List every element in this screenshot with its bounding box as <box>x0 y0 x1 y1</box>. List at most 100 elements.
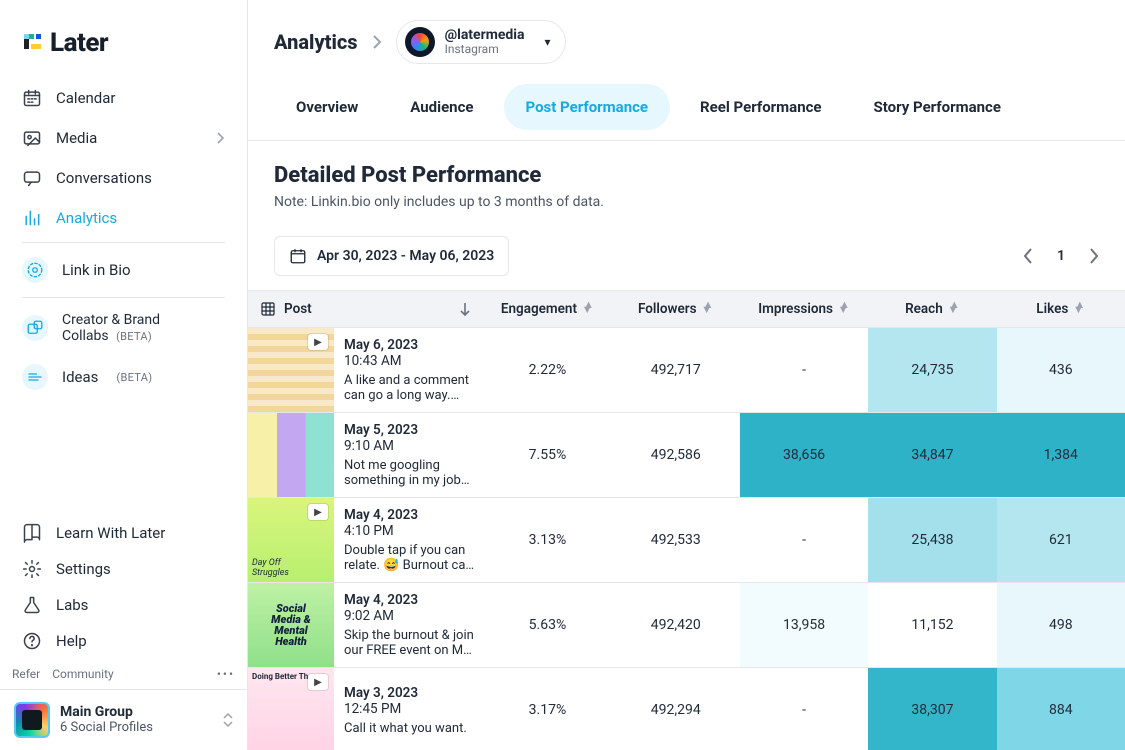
sidebar-item-label: Analytics <box>56 209 117 227</box>
primary-nav: Calendar Media Conversations Analytics L <box>0 72 247 400</box>
sort-icon: ▲▼ <box>580 302 594 313</box>
media-icon <box>22 128 42 148</box>
col-impressions[interactable]: Impressions ▲▼ <box>740 291 868 328</box>
logo[interactable]: Later <box>0 0 247 72</box>
chevron-updown-icon <box>223 713 233 727</box>
caret-down-icon: ▾ <box>545 35 551 49</box>
post-caption: Skip the burnout & join our FREE event o… <box>344 628 475 658</box>
cell-engagement: 5.63% <box>483 583 611 667</box>
col-reach[interactable]: Reach ▲▼ <box>868 291 996 328</box>
cell-impressions: 13,958 <box>740 583 868 667</box>
chevron-right-icon <box>217 132 225 144</box>
refer-link[interactable]: Refer <box>12 667 40 681</box>
cell-reach: 25,438 <box>868 498 996 582</box>
post-thumbnail: SocialMedia &MentalHealth <box>248 583 334 667</box>
pager-prev[interactable] <box>1023 248 1033 264</box>
group-switcher[interactable]: Main Group 6 Social Profiles <box>0 689 247 750</box>
cell-likes: 1,384 <box>997 413 1125 497</box>
cell-followers: 492,420 <box>612 583 740 667</box>
cell-reach: 34,847 <box>868 413 996 497</box>
post-date: May 4, 2023 <box>344 592 475 608</box>
table-row[interactable]: Day OffStruggles ▶ May 4, 2023 4:10 PM D… <box>248 498 1125 583</box>
community-link[interactable]: Community <box>52 667 113 681</box>
table-row[interactable]: May 5, 2023 9:10 AM Not me googling some… <box>248 413 1125 498</box>
beta-tag: (BETA) <box>116 330 152 343</box>
post-time: 4:10 PM <box>344 523 475 539</box>
grid-icon <box>260 301 276 317</box>
post-time: 10:43 AM <box>344 353 475 369</box>
cell-followers: 492,717 <box>612 328 740 412</box>
sidebar-item-labs[interactable]: Labs <box>10 587 237 623</box>
calendar-icon <box>22 88 42 108</box>
sidebar-item-creator-brand[interactable]: Creator & Brand Collabs (BETA) <box>10 302 237 354</box>
chevron-right-icon <box>372 35 382 49</box>
post-table: Post Engagement ▲▼ Followers <box>248 290 1125 750</box>
sidebar-item-label: Media <box>56 129 97 147</box>
pager: 1 <box>1023 248 1099 264</box>
pager-page: 1 <box>1057 248 1065 264</box>
col-followers[interactable]: Followers ▲▼ <box>612 291 740 328</box>
chat-icon <box>22 168 42 188</box>
sidebar-item-link-in-bio[interactable]: Link in Bio <box>10 247 237 293</box>
tabs: OverviewAudiencePost PerformanceReel Per… <box>248 84 1125 141</box>
post-time: 12:45 PM <box>344 701 467 717</box>
sidebar-item-label: Settings <box>56 560 111 578</box>
cell-engagement: 3.17% <box>483 668 611 750</box>
table-row[interactable]: ▶ May 6, 2023 10:43 AM A like and a comm… <box>248 328 1125 413</box>
post-date: May 3, 2023 <box>344 685 467 701</box>
cell-impressions: 38,656 <box>740 413 868 497</box>
account-dropdown[interactable]: @latermedia Instagram ▾ <box>396 20 566 64</box>
sort-icon: ▲▼ <box>1072 302 1086 313</box>
post-caption: Not me googling something in my job… <box>344 458 475 488</box>
sidebar-item-analytics[interactable]: Analytics <box>10 198 237 238</box>
more-icon[interactable]: ••• <box>217 667 235 681</box>
video-badge-icon: ▶ <box>308 674 328 690</box>
video-badge-icon: ▶ <box>308 504 328 520</box>
cell-likes: 436 <box>997 328 1125 412</box>
sidebar-item-help[interactable]: Help <box>10 623 237 659</box>
post-caption: Double tap if you can relate. 😅 Burnout … <box>344 543 475 573</box>
link-icon <box>22 257 48 283</box>
col-post[interactable]: Post <box>248 291 483 328</box>
cell-engagement: 3.13% <box>483 498 611 582</box>
sidebar-item-label: Labs <box>56 596 88 614</box>
tab-story-performance[interactable]: Story Performance <box>852 84 1023 130</box>
post-thumbnail: ▶ <box>248 328 334 412</box>
breadcrumb-analytics[interactable]: Analytics <box>274 30 358 54</box>
tab-overview[interactable]: Overview <box>274 84 380 130</box>
tab-audience[interactable]: Audience <box>388 84 495 130</box>
main-panel: Analytics @latermedia Instagram ▾ Overvi… <box>248 0 1125 750</box>
section-title: Detailed Post Performance <box>274 163 1099 188</box>
col-engagement[interactable]: Engagement ▲▼ <box>483 291 611 328</box>
cell-reach: 11,152 <box>868 583 996 667</box>
sidebar-item-label: Help <box>56 632 87 650</box>
cell-likes: 621 <box>997 498 1125 582</box>
sidebar-item-conversations[interactable]: Conversations <box>10 158 237 198</box>
beta-tag: (BETA) <box>116 371 152 384</box>
table-row[interactable]: SocialMedia &MentalHealth May 4, 2023 9:… <box>248 583 1125 668</box>
sidebar-item-media[interactable]: Media <box>10 118 237 158</box>
ideas-icon <box>22 364 48 390</box>
video-badge-icon: ▶ <box>308 334 328 350</box>
bars-icon <box>22 208 42 228</box>
topbar: Analytics @latermedia Instagram ▾ <box>248 0 1125 84</box>
calendar-icon <box>289 247 307 265</box>
refer-row: Refer Community ••• <box>0 659 247 689</box>
sidebar-item-learn-with-later[interactable]: Learn With Later <box>10 515 237 551</box>
date-range-picker[interactable]: Apr 30, 2023 - May 06, 2023 <box>274 236 509 276</box>
table-row[interactable]: Doing Better Than ▶ May 3, 2023 12:45 PM… <box>248 668 1125 750</box>
sidebar-item-calendar[interactable]: Calendar <box>10 78 237 118</box>
cell-followers: 492,586 <box>612 413 740 497</box>
group-avatar <box>14 702 50 738</box>
cell-engagement: 7.55% <box>483 413 611 497</box>
tab-post-performance[interactable]: Post Performance <box>504 84 671 130</box>
logo-mark-icon <box>22 32 44 54</box>
post-time: 9:02 AM <box>344 608 475 624</box>
sidebar-item-settings[interactable]: Settings <box>10 551 237 587</box>
col-likes[interactable]: Likes ▲▼ <box>997 291 1125 328</box>
pager-next[interactable] <box>1089 248 1099 264</box>
sidebar-item-label: Link in Bio <box>62 261 131 279</box>
sidebar-item-ideas[interactable]: Ideas (BETA) <box>10 354 237 400</box>
sidebar-item-label: Ideas <box>62 368 98 386</box>
tab-reel-performance[interactable]: Reel Performance <box>678 84 843 130</box>
